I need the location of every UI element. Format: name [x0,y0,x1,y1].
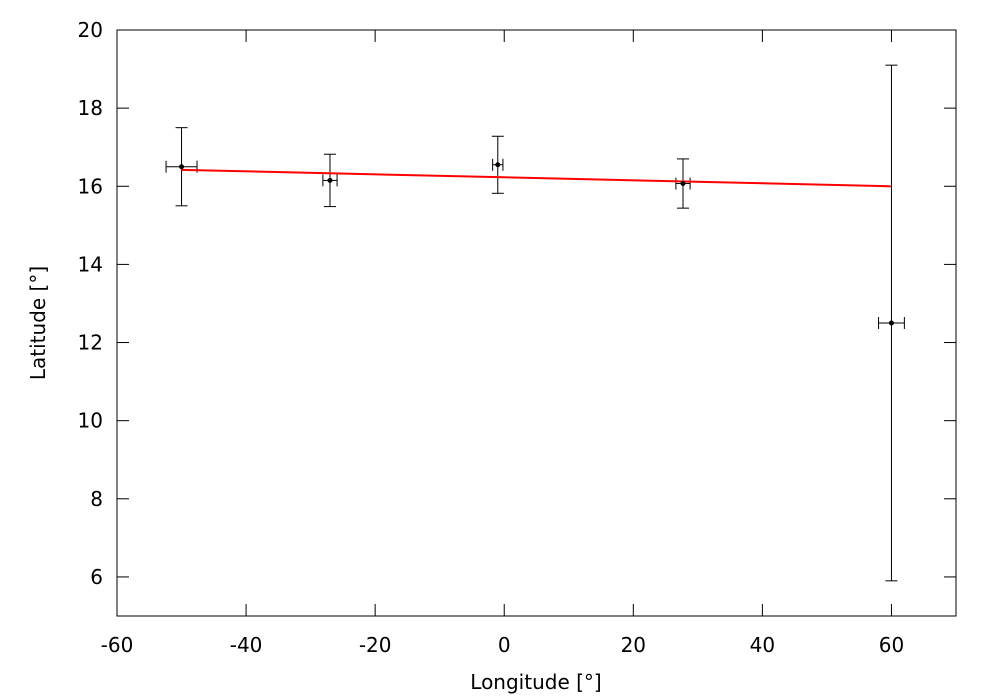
data-point [327,177,333,183]
y-tick-label: 10 [78,409,103,433]
axis-ticks [116,29,956,616]
x-tick-label: -40 [230,633,263,657]
data-point [179,164,185,170]
fit-line [181,168,892,188]
tick-labels: -60 -40 -20 0 20 40 60 6 8 10 12 14 16 18 20 [78,18,905,657]
plot-frame [116,29,957,617]
error-bar [491,135,504,194]
fit-line-group [181,168,892,188]
x-tick-label: -60 [101,633,134,657]
y-tick-label: 6 [90,565,103,589]
y-tick-label: 20 [78,18,103,42]
y-tick-label: 14 [78,252,103,276]
x-tick-label: -20 [359,633,392,657]
error-bars [165,64,905,582]
x-tick-label: 20 [621,633,646,657]
data-point [495,162,501,168]
x-tick-label: 40 [750,633,775,657]
x-tick-label: 0 [498,633,511,657]
y-tick-label: 18 [78,96,103,120]
x-axis-label: Longitude [°] [470,670,601,694]
y-tick-label: 16 [78,174,103,198]
data-point [680,181,686,187]
y-tick-label: 8 [90,487,103,511]
data-point [888,320,894,326]
y-tick-label: 12 [78,331,103,355]
x-tick-label: 60 [879,633,904,657]
y-axis-label: Latitude [°] [26,266,50,380]
data-points [179,162,894,326]
